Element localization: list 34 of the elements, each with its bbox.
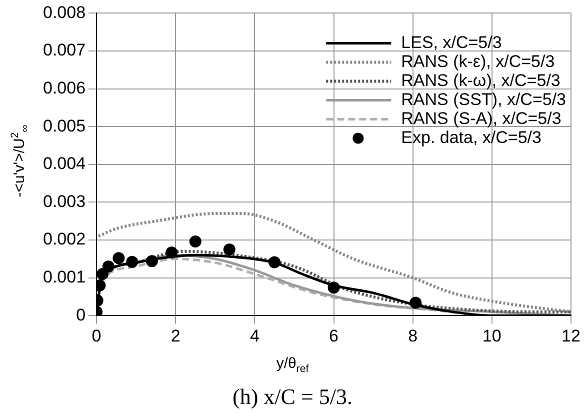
legend-label: RANS (k-ω), x/C=5/3 [401, 70, 560, 90]
legend-label: RANS (SST), x/C=5/3 [401, 90, 566, 109]
x-axis-title: y/θ$_{ref}$ [275, 355, 310, 375]
legend-label: RANS (k-ε), x/C=5/3 [401, 52, 555, 71]
legend-label: Exp. data, x/C=5/3 [401, 128, 542, 147]
point [223, 243, 236, 256]
x-tick-label: 10 [482, 326, 502, 346]
legend-label: RANS (S-A), x/C=5/3 [401, 108, 562, 128]
x-tick-label: 12 [562, 326, 580, 346]
y-tick-label: 0.001 [42, 267, 86, 286]
y-tick-label: 0.008 [42, 2, 86, 22]
point [102, 260, 114, 272]
text: (h) x/C = 5/3. [232, 384, 354, 410]
point [126, 256, 138, 268]
y-tick-label: 0.002 [42, 230, 86, 249]
x-tick-label: 0 [92, 326, 102, 346]
x-tick-label: 2 [170, 326, 180, 346]
y-tick-label: 0.005 [42, 116, 86, 136]
point [268, 256, 280, 268]
x-tick-label: 6 [329, 326, 339, 346]
x-tick-label: 8 [408, 326, 418, 346]
y-tick-label: 0.004 [42, 154, 86, 174]
point [166, 246, 178, 258]
point [146, 255, 158, 268]
y-tick-label: 0 [76, 305, 86, 324]
point [328, 282, 340, 294]
point [410, 296, 422, 309]
point [189, 236, 202, 248]
y-tick-label: 0.006 [42, 78, 86, 98]
y-tick-label: 0.007 [42, 40, 86, 60]
point [112, 252, 125, 264]
legend-label: LES, x/C=5/3 [401, 32, 502, 52]
x-tick-label: 4 [250, 326, 260, 346]
y-tick-label: 0.003 [42, 192, 86, 211]
